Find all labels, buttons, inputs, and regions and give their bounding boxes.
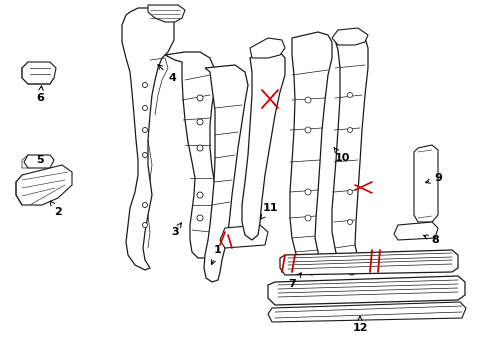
Text: 6: 6 [36, 86, 44, 103]
Circle shape [142, 153, 147, 158]
Circle shape [305, 97, 310, 103]
Circle shape [197, 145, 203, 151]
Polygon shape [16, 165, 72, 205]
Text: 11: 11 [260, 203, 277, 219]
Polygon shape [413, 145, 437, 222]
Circle shape [347, 220, 352, 225]
Circle shape [197, 215, 203, 221]
Polygon shape [220, 225, 267, 248]
Polygon shape [249, 38, 285, 58]
Text: 3: 3 [171, 223, 181, 237]
Polygon shape [267, 302, 465, 322]
Circle shape [347, 189, 352, 194]
Polygon shape [148, 5, 184, 22]
Polygon shape [122, 8, 174, 270]
Polygon shape [24, 155, 54, 168]
Polygon shape [280, 250, 457, 275]
Circle shape [347, 93, 352, 98]
Circle shape [197, 192, 203, 198]
Polygon shape [164, 52, 215, 258]
Circle shape [142, 222, 147, 228]
Circle shape [305, 215, 310, 221]
Polygon shape [331, 28, 367, 45]
Circle shape [142, 105, 147, 111]
Text: 10: 10 [333, 148, 349, 163]
Text: 7: 7 [287, 273, 301, 289]
Polygon shape [242, 48, 285, 240]
Circle shape [197, 95, 203, 101]
Text: 9: 9 [425, 173, 441, 183]
Text: 2: 2 [50, 201, 62, 217]
Polygon shape [22, 62, 56, 84]
Circle shape [305, 189, 310, 195]
Polygon shape [203, 65, 247, 282]
Circle shape [142, 82, 147, 87]
Circle shape [142, 202, 147, 207]
Text: 1: 1 [211, 245, 222, 265]
Text: 5: 5 [36, 155, 44, 165]
Text: 4: 4 [158, 65, 176, 83]
Polygon shape [289, 32, 331, 275]
Text: 12: 12 [351, 316, 367, 333]
Polygon shape [267, 276, 464, 305]
Circle shape [305, 127, 310, 133]
Polygon shape [393, 222, 437, 240]
Circle shape [142, 127, 147, 132]
Polygon shape [331, 35, 367, 275]
Text: 8: 8 [423, 235, 438, 245]
Circle shape [347, 127, 352, 132]
Circle shape [197, 119, 203, 125]
